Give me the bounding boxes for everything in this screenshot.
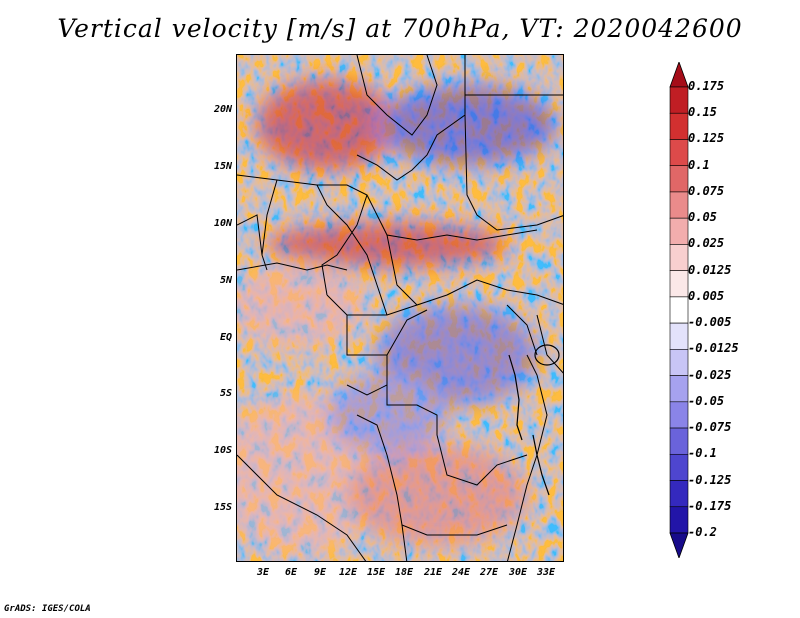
colorbar-label: -0.075: [688, 420, 732, 435]
lon-label-15e: 15E: [366, 567, 386, 578]
lon-label-30e: 30E: [508, 567, 528, 578]
colorbar-label: 0.005: [688, 288, 725, 303]
colorbar-block: [669, 270, 689, 298]
colorbar-block: [669, 427, 689, 455]
colorbar-block: [669, 506, 689, 534]
colorbar-block: [669, 112, 689, 140]
colorbar-label: -0.0125: [688, 341, 739, 356]
plot-title: Vertical velocity [m/s] at 700hPa, VT: 2…: [57, 14, 743, 43]
colorbar-label: -0.175: [688, 498, 732, 513]
lon-label-3e: 3E: [256, 567, 270, 578]
colorbar-label: -0.1: [688, 446, 717, 461]
lat-label-5n: 5N: [219, 275, 232, 286]
colorbar-block: [669, 191, 689, 219]
colorbar-block: [669, 86, 689, 114]
lat-label-10s: 10S: [213, 445, 232, 456]
colorbar-block: [669, 322, 689, 350]
colorbar-block: [669, 139, 689, 167]
colorbar-block: [669, 349, 689, 376]
colorbar-block: [669, 480, 689, 508]
lat-label-eq: EQ: [219, 332, 232, 343]
colorbar-label: -0.005: [688, 315, 732, 330]
colorbar-block: [669, 401, 689, 429]
lat-label-5s: 5S: [219, 388, 232, 399]
lon-label-9e: 9E: [313, 567, 327, 578]
colorbar-label: 0.15: [688, 105, 717, 120]
lon-label-18e: 18E: [394, 567, 414, 578]
velocity-field: [237, 55, 563, 561]
lon-label-12e: 12E: [338, 567, 358, 578]
colorbar-block: [669, 217, 689, 245]
colorbar-label: 0.025: [688, 236, 725, 251]
lat-label-10n: 10N: [213, 218, 232, 229]
lat-label-15n: 15N: [213, 161, 232, 172]
colorbar-block: [669, 453, 689, 481]
colorbar: [669, 62, 689, 558]
velocity-map: [236, 54, 564, 562]
colorbar-label: 0.075: [688, 183, 725, 198]
colorbar-block: [669, 375, 689, 403]
colorbar-label: 0.1: [688, 157, 710, 172]
colorbar-top-arrow: [669, 62, 689, 88]
lon-label-21e: 21E: [423, 567, 443, 578]
colorbar-block: [669, 296, 689, 324]
lon-label-24e: 24E: [451, 567, 471, 578]
colorbar-label: 0.0125: [688, 262, 732, 277]
lon-label-33e: 33E: [536, 567, 556, 578]
colorbar-bottom-arrow: [669, 532, 689, 558]
colorbar-block: [669, 165, 689, 193]
colorbar-label: -0.025: [688, 367, 732, 382]
lon-label-27e: 27E: [479, 567, 499, 578]
colorbar-label: 0.125: [688, 131, 725, 146]
colorbar-label: 0.175: [688, 79, 725, 93]
credit-label: GrADS: IGES/COLA: [4, 604, 91, 614]
colorbar-label: -0.125: [688, 472, 732, 487]
colorbar-label: -0.2: [688, 525, 717, 539]
lon-label-6e: 6E: [284, 567, 298, 578]
colorbar-label: -0.05: [688, 393, 725, 408]
colorbar-label: 0.05: [688, 210, 717, 225]
colorbar-block: [669, 244, 689, 271]
lat-label-15s: 15S: [213, 502, 232, 513]
lat-label-20n: 20N: [213, 104, 232, 115]
